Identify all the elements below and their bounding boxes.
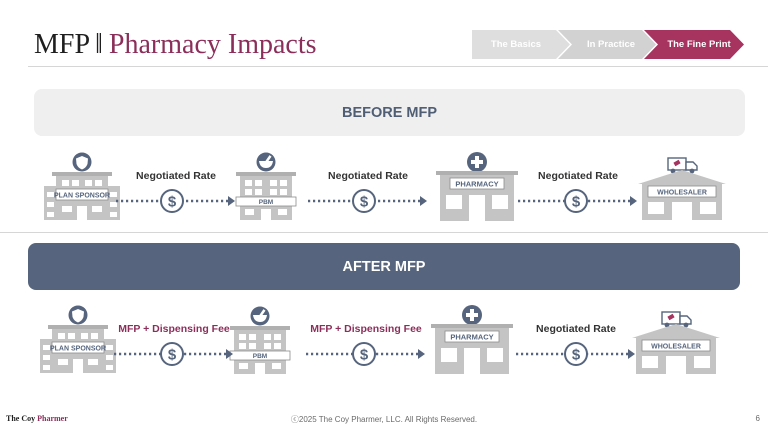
footer-logo-part1: The Coy	[6, 414, 36, 423]
wholesaler-label: WHOLESALER	[651, 343, 701, 350]
svg-text:$: $	[168, 194, 177, 211]
plan-sponsor-building-after: PLAN SPONSOR	[38, 305, 118, 380]
copyright-notice: ⓒ2025 The Coy Pharmer, LLC. All Rights R…	[290, 415, 478, 424]
flow-label: Negotiated Rate	[328, 170, 408, 182]
page-title: MFP ‖ Pharmacy Impacts	[34, 28, 317, 62]
dollar-icon: $	[352, 342, 376, 366]
pharmacy-building: PHARMACY	[432, 151, 522, 228]
page-title-separator: ‖	[95, 29, 103, 60]
pbm-building-after: PBM	[224, 306, 296, 381]
breadcrumb-item-basics[interactable]: The Basics	[472, 30, 570, 59]
mortar-pestle-icon	[250, 306, 270, 326]
flow-pharmacy-to-wholesaler: Negotiated Rate $	[518, 170, 638, 220]
flow-pharmacy-to-wholesaler-after: Negotiated Rate $	[516, 323, 636, 373]
flow-plan-sponsor-to-pbm-after: MFP + Dispensing Fee $	[114, 323, 234, 373]
footer-logo-part2: Pharmer	[37, 414, 68, 423]
dollar-icon: $	[564, 189, 588, 213]
plan-sponsor-label: PLAN SPONSOR	[50, 346, 106, 353]
pbm-label: PBM	[253, 353, 267, 360]
wholesaler-label: WHOLESALER	[657, 189, 707, 196]
medical-cross-icon	[462, 305, 482, 325]
flow-pbm-to-pharmacy-after: MFP + Dispensing Fee $	[306, 323, 426, 373]
pharmacy-label: PHARMACY	[455, 180, 498, 189]
flow-label: Negotiated Rate	[136, 170, 216, 182]
breadcrumb-item-fine-print[interactable]: The Fine Print	[644, 30, 744, 59]
plan-sponsor-building: PLAN SPONSOR	[42, 152, 122, 227]
dollar-icon: $	[352, 189, 376, 213]
page-title-main: MFP	[34, 29, 91, 60]
svg-text:$: $	[572, 347, 581, 364]
flow-plan-sponsor-to-pbm: Negotiated Rate $	[116, 170, 236, 220]
header-divider	[28, 66, 768, 67]
flow-pbm-to-pharmacy: Negotiated Rate $	[308, 170, 428, 220]
breadcrumb-item-in-practice[interactable]: In Practice	[558, 30, 656, 59]
medical-cross-icon	[467, 152, 487, 172]
delivery-truck-icon	[661, 311, 692, 328]
section-divider	[0, 232, 768, 233]
svg-text:$: $	[360, 194, 369, 211]
before-mfp-banner: BEFORE MFP	[34, 89, 745, 136]
dollar-icon: $	[160, 189, 184, 213]
plan-sponsor-label: PLAN SPONSOR	[54, 193, 110, 200]
wholesaler-building: WHOLESALER	[634, 154, 730, 227]
flow-label: Negotiated Rate	[538, 170, 618, 182]
shield-icon	[68, 305, 88, 325]
after-mfp-banner: AFTER MFP	[28, 243, 740, 290]
flow-label: Negotiated Rate	[536, 323, 616, 335]
svg-text:$: $	[168, 347, 177, 364]
breadcrumb: The Basics In Practice The Fine Print	[472, 30, 744, 59]
mortar-pestle-icon	[256, 152, 276, 172]
page-number: 6	[755, 414, 760, 423]
pbm-building: PBM	[230, 152, 302, 227]
dollar-icon: $	[564, 342, 588, 366]
dollar-icon: $	[160, 342, 184, 366]
pharmacy-label: PHARMACY	[450, 333, 493, 342]
flow-label: MFP + Dispensing Fee	[118, 323, 230, 335]
svg-text:$: $	[360, 347, 369, 364]
svg-text:$: $	[572, 194, 581, 211]
footer-logo: The Coy Pharmer	[6, 414, 68, 423]
page-title-sub: Pharmacy Impacts	[108, 29, 317, 60]
pbm-label: PBM	[259, 199, 273, 206]
flow-label: MFP + Dispensing Fee	[310, 323, 422, 335]
delivery-truck-icon	[667, 157, 698, 174]
pharmacy-building-after: PHARMACY	[427, 304, 517, 381]
wholesaler-building-after: WHOLESALER	[628, 308, 724, 381]
shield-icon	[72, 152, 92, 172]
